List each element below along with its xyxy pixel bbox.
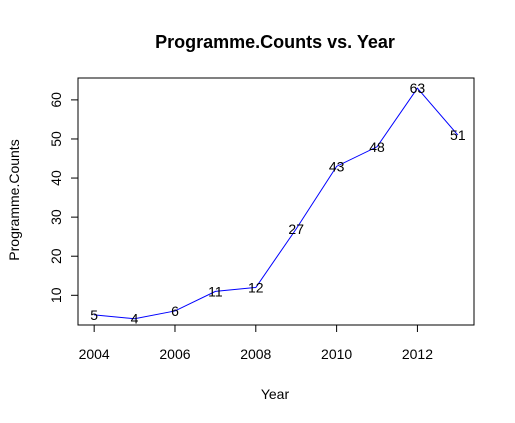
y-tick-label: 60 (48, 92, 64, 108)
series-group (94, 87, 459, 320)
x-axis: 2004 2006 2008 2010 2012 (79, 324, 433, 362)
chart-title: Programme.Counts vs. Year (155, 32, 395, 52)
data-label: 4 (131, 311, 139, 327)
data-label: 27 (288, 221, 304, 237)
y-tick-label: 30 (48, 209, 64, 225)
x-tick-label: 2004 (79, 346, 110, 362)
y-axis: 10 20 30 40 50 60 (48, 92, 79, 303)
x-tick-label: 2010 (321, 346, 352, 362)
y-axis-label: Programme.Counts (6, 139, 22, 260)
data-label: 63 (410, 80, 426, 96)
plot-area (77, 77, 475, 326)
y-tick-label: 50 (48, 131, 64, 147)
data-label: 11 (208, 283, 223, 299)
data-label: 6 (171, 303, 179, 319)
series-line (94, 87, 459, 320)
data-label: 43 (329, 158, 345, 174)
data-labels: 5 4 6 11 12 27 43 48 63 51 (90, 80, 466, 327)
y-tick-label: 40 (48, 170, 64, 186)
x-tick-label: 2008 (240, 346, 271, 362)
y-tick-label: 20 (48, 248, 64, 264)
data-label: 12 (248, 279, 264, 295)
data-label: 5 (90, 307, 98, 323)
x-tick-label: 2006 (159, 346, 190, 362)
x-axis-label: Year (261, 386, 290, 402)
x-tick-label: 2012 (402, 346, 433, 362)
y-tick-label: 10 (48, 287, 64, 303)
data-label: 48 (369, 139, 385, 155)
data-label: 51 (450, 127, 466, 143)
